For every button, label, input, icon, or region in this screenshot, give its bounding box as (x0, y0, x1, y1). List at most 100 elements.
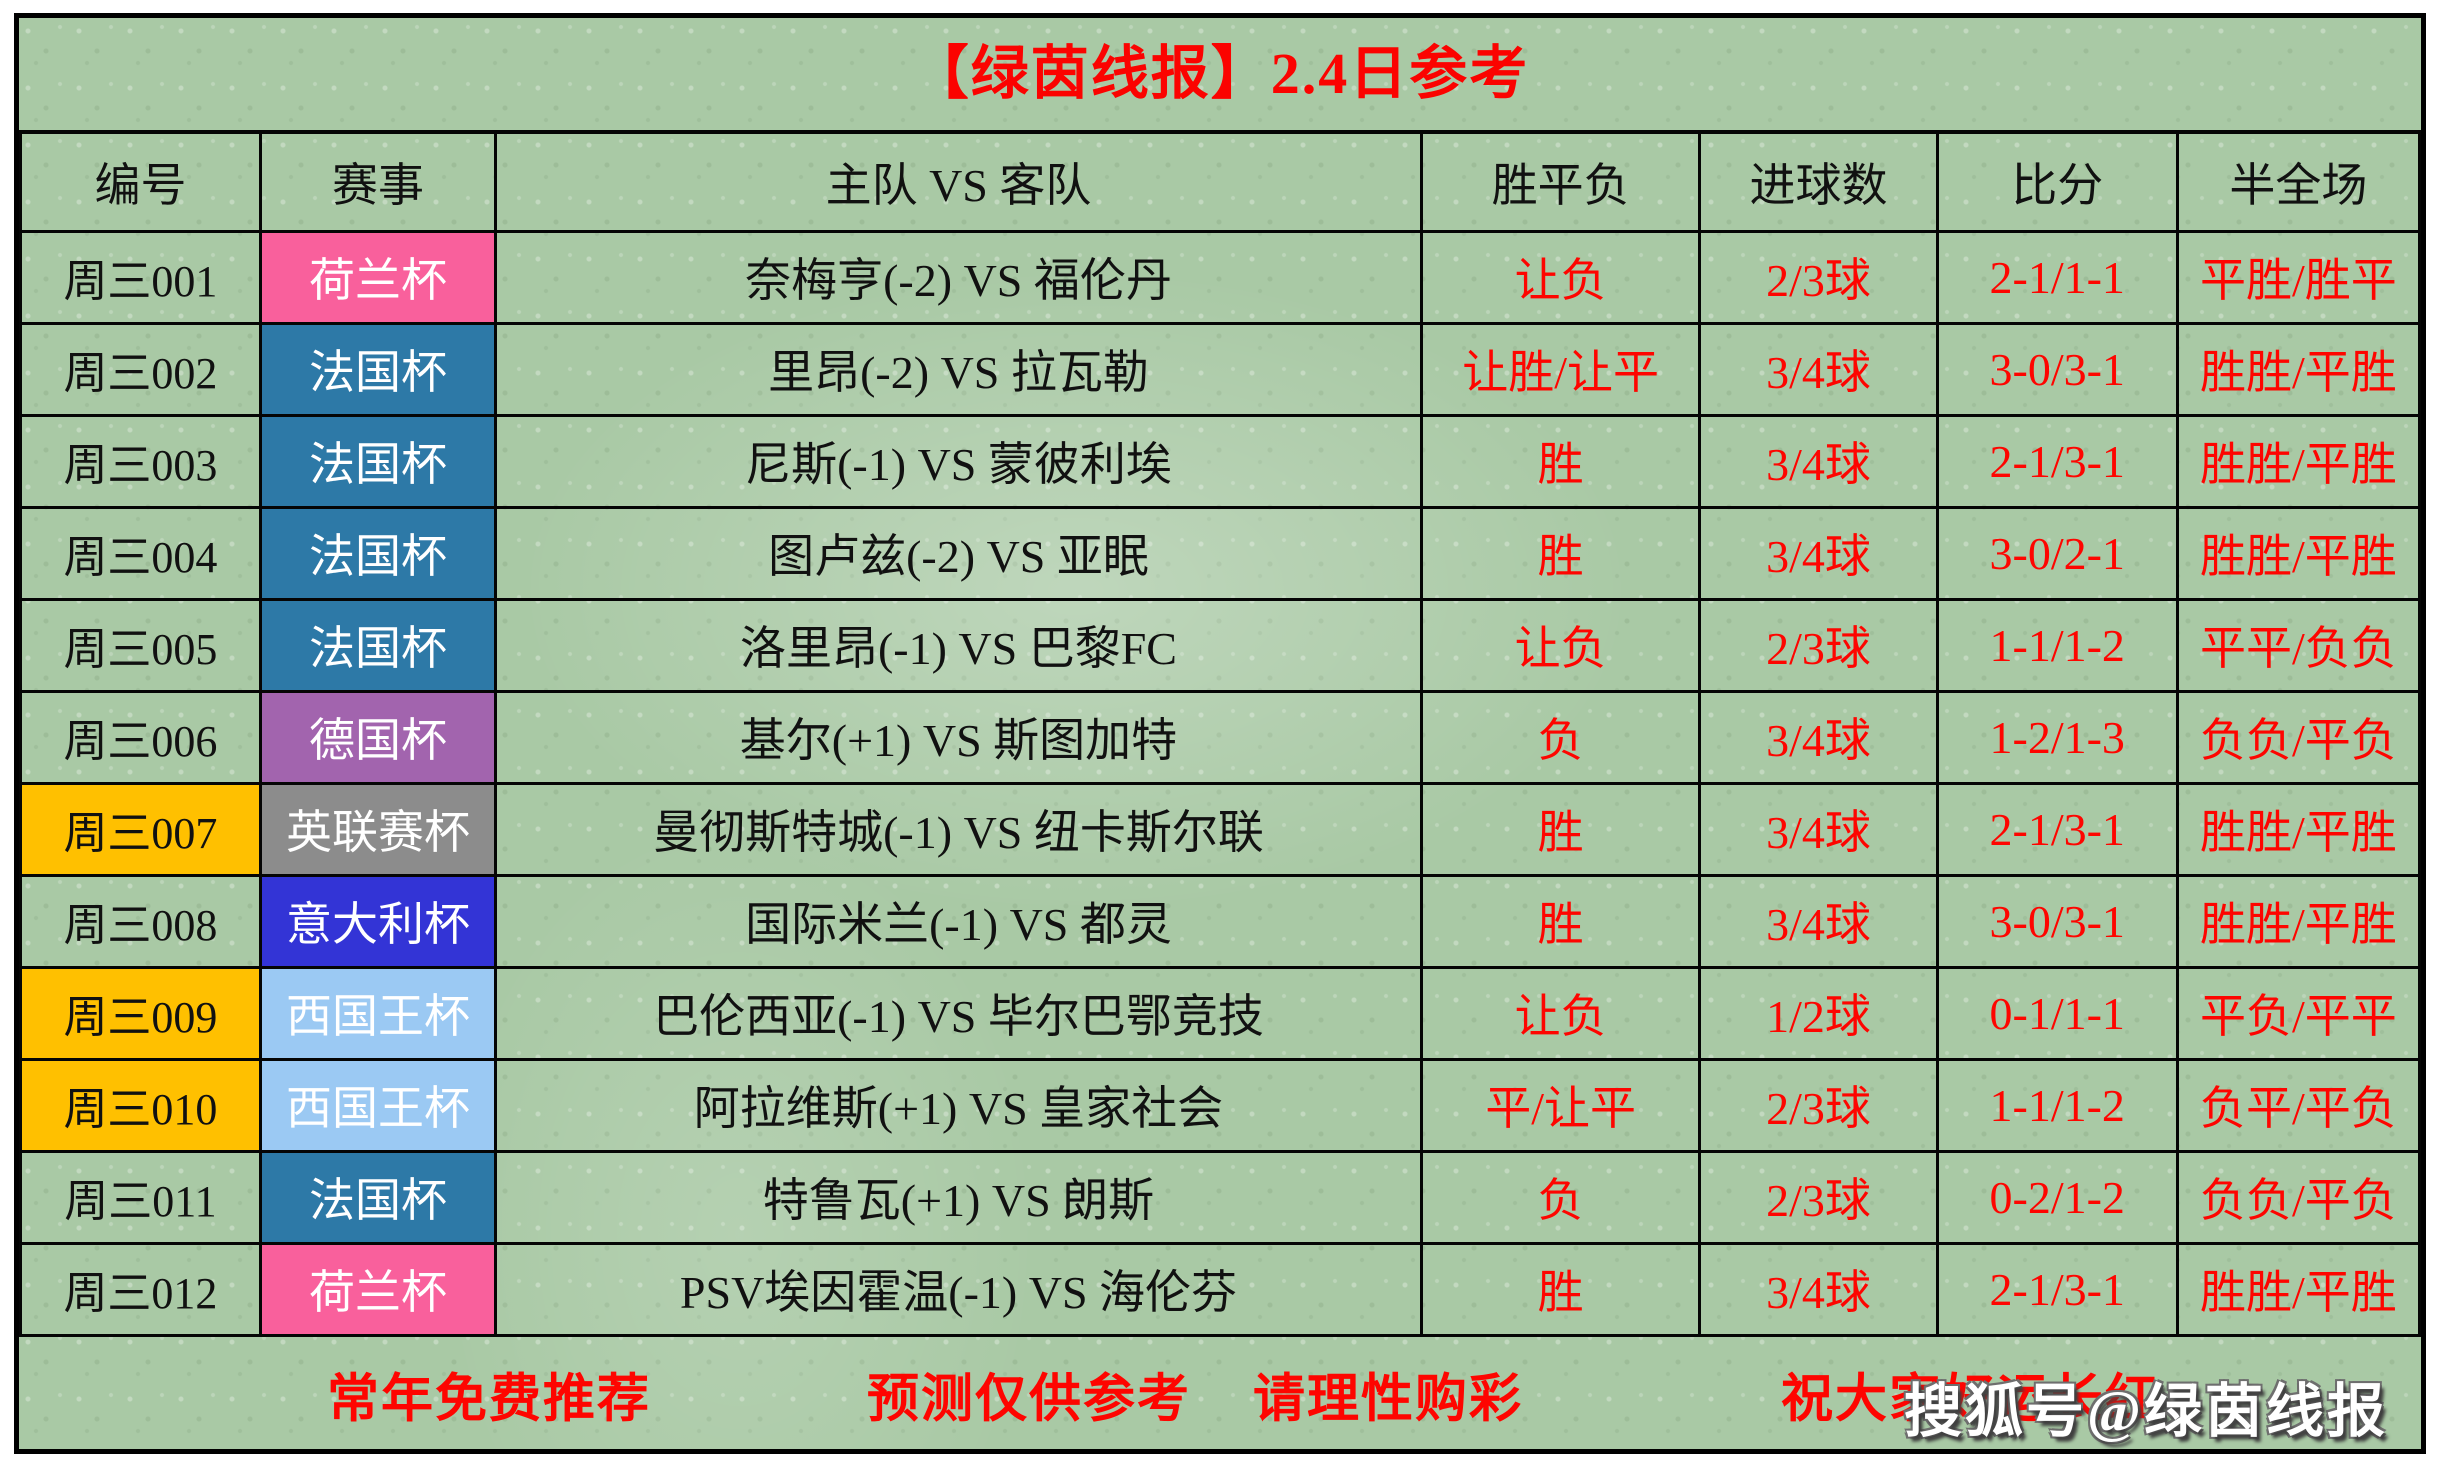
prediction-wdl: 负 (1419, 1149, 1702, 1245)
prediction-halffull: 平平/负负 (2175, 597, 2422, 693)
prediction-score: 2-1/3-1 (1935, 413, 2179, 509)
table-row: 周三003 法国杯 尼斯(-1) VS 蒙彼利埃 胜 3/4球 2-1/3-1 … (19, 413, 2422, 509)
prediction-goals: 2/3球 (1698, 1149, 1939, 1245)
prediction-score: 3-0/3-1 (1935, 321, 2179, 417)
table-row: 周三010 西国王杯 阿拉维斯(+1) VS 皇家社会 平/让平 2/3球 1-… (19, 1057, 2422, 1153)
table-row: 周三011 法国杯 特鲁瓦(+1) VS 朗斯 负 2/3球 0-2/1-2 负… (19, 1149, 2422, 1245)
match-teams: 巴伦西亚(-1) VS 毕尔巴鄂竞技 (493, 965, 1424, 1061)
prediction-halffull: 负负/平负 (2175, 1149, 2422, 1245)
prediction-score: 2-1/3-1 (1935, 1241, 2179, 1337)
league-badge: 西国王杯 (258, 1057, 497, 1153)
table-row: 周三002 法国杯 里昂(-2) VS 拉瓦勒 让胜/让平 3/4球 3-0/3… (19, 321, 2422, 417)
league-badge: 荷兰杯 (258, 229, 497, 325)
match-teams: 洛里昂(-1) VS 巴黎FC (493, 597, 1424, 693)
prediction-wdl: 胜 (1419, 781, 1702, 877)
prediction-score: 2-1/3-1 (1935, 781, 2179, 877)
prediction-halffull: 胜胜/平胜 (2175, 1241, 2422, 1337)
match-id-cell: 周三004 (19, 505, 262, 601)
col-header-wdl: 胜平负 (1419, 130, 1702, 233)
league-badge: 法国杯 (258, 505, 497, 601)
match-id-cell: 周三009 (19, 965, 262, 1061)
prediction-wdl: 让负 (1419, 597, 1702, 693)
col-header-league: 赛事 (258, 130, 497, 233)
league-badge: 法国杯 (258, 413, 497, 509)
match-id-cell: 周三003 (19, 413, 262, 509)
league-badge: 西国王杯 (258, 965, 497, 1061)
table-row: 周三007 英联赛杯 曼彻斯特城(-1) VS 纽卡斯尔联 胜 3/4球 2-1… (19, 781, 2422, 877)
prediction-goals: 3/4球 (1698, 505, 1939, 601)
prediction-score: 1-1/1-2 (1935, 597, 2179, 693)
prediction-goals: 2/3球 (1698, 1057, 1939, 1153)
league-badge: 法国杯 (258, 1149, 497, 1245)
match-id-cell: 周三005 (19, 597, 262, 693)
prediction-score: 0-1/1-1 (1935, 965, 2179, 1061)
match-id-cell: 周三007 (19, 781, 262, 877)
col-header-score: 比分 (1935, 130, 2179, 233)
match-id-cell: 周三002 (19, 321, 262, 417)
prediction-halffull: 胜胜/平胜 (2175, 781, 2422, 877)
table-row: 周三005 法国杯 洛里昂(-1) VS 巴黎FC 让负 2/3球 1-1/1-… (19, 597, 2422, 693)
match-teams: 里昂(-2) VS 拉瓦勒 (493, 321, 1424, 417)
prediction-halffull: 胜胜/平胜 (2175, 321, 2422, 417)
match-teams: 奈梅亨(-2) VS 福伦丹 (493, 229, 1424, 325)
match-teams: 尼斯(-1) VS 蒙彼利埃 (493, 413, 1424, 509)
footer-note-rational: 请理性购彩 (1253, 1371, 1524, 1429)
prediction-wdl: 胜 (1419, 1241, 1702, 1337)
match-id-cell: 周三001 (19, 229, 262, 325)
table-row: 周三004 法国杯 图卢兹(-2) VS 亚眠 胜 3/4球 3-0/2-1 胜… (19, 505, 2422, 601)
match-teams: 国际米兰(-1) VS 都灵 (493, 873, 1424, 969)
match-teams: 曼彻斯特城(-1) VS 纽卡斯尔联 (493, 781, 1424, 877)
prediction-wdl: 胜 (1419, 505, 1702, 601)
prediction-halffull: 负负/平负 (2175, 689, 2422, 785)
table-row: 周三012 荷兰杯 PSV埃因霍温(-1) VS 海伦芬 胜 3/4球 2-1/… (19, 1241, 2422, 1337)
prediction-wdl: 平/让平 (1419, 1057, 1702, 1153)
prediction-goals: 2/3球 (1698, 597, 1939, 693)
prediction-wdl: 让负 (1419, 965, 1702, 1061)
match-teams: 图卢兹(-2) VS 亚眠 (493, 505, 1424, 601)
col-header-halffull: 半全场 (2175, 130, 2422, 233)
prediction-halffull: 平胜/胜平 (2175, 229, 2422, 325)
prediction-goals: 3/4球 (1698, 321, 1939, 417)
col-header-goals: 进球数 (1698, 130, 1939, 233)
prediction-score: 3-0/2-1 (1935, 505, 2179, 601)
league-badge: 英联赛杯 (258, 781, 497, 877)
predictions-table: 编号 赛事 主队 VS 客队 胜平负 进球数 比分 半全场 周三001 荷兰杯 … (19, 130, 2422, 1337)
prediction-halffull: 胜胜/平胜 (2175, 873, 2422, 969)
footer-note-reference: 预测仅供参考 (867, 1371, 1192, 1429)
prediction-score: 3-0/3-1 (1935, 873, 2179, 969)
match-teams: 基尔(+1) VS 斯图加特 (493, 689, 1424, 785)
prediction-goals: 1/2球 (1698, 965, 1939, 1061)
match-id-cell: 周三011 (19, 1149, 262, 1245)
prediction-halffull: 平负/平平 (2175, 965, 2422, 1061)
table-row: 周三009 西国王杯 巴伦西亚(-1) VS 毕尔巴鄂竞技 让负 1/2球 0-… (19, 965, 2422, 1061)
league-badge: 荷兰杯 (258, 1241, 497, 1337)
prediction-halffull: 负平/平负 (2175, 1057, 2422, 1153)
col-header-teams: 主队 VS 客队 (493, 130, 1424, 233)
prediction-halffull: 胜胜/平胜 (2175, 413, 2422, 509)
header-row: 编号 赛事 主队 VS 客队 胜平负 进球数 比分 半全场 (19, 130, 2422, 233)
league-badge: 法国杯 (258, 321, 497, 417)
footer-notes: 常年免费推荐 预测仅供参考 请理性购彩 祝大家好运长红 (19, 1337, 2421, 1452)
prediction-goals: 3/4球 (1698, 873, 1939, 969)
table-row: 周三001 荷兰杯 奈梅亨(-2) VS 福伦丹 让负 2/3球 2-1/1-1… (19, 229, 2422, 325)
table-row: 周三006 德国杯 基尔(+1) VS 斯图加特 负 3/4球 1-2/1-3 … (19, 689, 2422, 785)
prediction-wdl: 让负 (1419, 229, 1702, 325)
watermark: 搜狐号@绿茵线报 (1904, 1379, 2388, 1444)
league-badge: 德国杯 (258, 689, 497, 785)
league-badge: 意大利杯 (258, 873, 497, 969)
prediction-goals: 3/4球 (1698, 1241, 1939, 1337)
prediction-board: 【绿茵线报】2.4日参考 编号 赛事 主队 VS 客队 胜平负 进球数 比分 半… (14, 13, 2426, 1454)
match-id-cell: 周三008 (19, 873, 262, 969)
prediction-wdl: 胜 (1419, 873, 1702, 969)
prediction-score: 1-1/1-2 (1935, 1057, 2179, 1153)
match-teams: 特鲁瓦(+1) VS 朗斯 (493, 1149, 1424, 1245)
page-title: 【绿茵线报】2.4日参考 (910, 41, 1530, 106)
prediction-goals: 3/4球 (1698, 413, 1939, 509)
prediction-wdl: 让胜/让平 (1419, 321, 1702, 417)
match-teams: 阿拉维斯(+1) VS 皇家社会 (493, 1057, 1424, 1153)
prediction-wdl: 胜 (1419, 413, 1702, 509)
footer-note-free: 常年免费推荐 (327, 1371, 652, 1429)
col-header-id: 编号 (19, 130, 262, 233)
prediction-goals: 2/3球 (1698, 229, 1939, 325)
footer-note-luck: 祝大家好运长红 (1781, 1371, 2160, 1429)
